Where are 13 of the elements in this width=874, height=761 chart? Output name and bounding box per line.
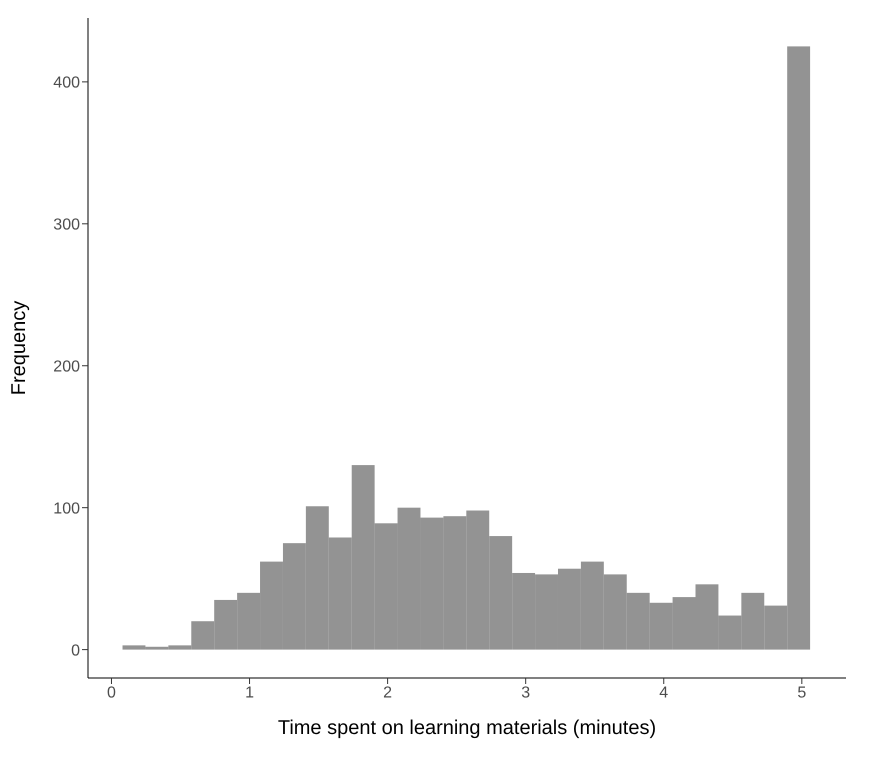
y-tick-label: 200 [53,358,80,376]
x-tick-label: 5 [797,684,806,702]
x-tick-label: 4 [659,684,668,702]
y-tick-label: 400 [53,74,80,92]
x-tick-label: 1 [245,684,254,702]
x-axis-title: Time spent on learning materials (minutes) [278,717,656,739]
y-axis-title: Frequency [8,300,30,396]
x-tick-label: 2 [383,684,392,702]
y-tick-label: 100 [53,500,80,518]
x-tick-label: 0 [107,684,116,702]
y-tick-label: 300 [53,216,80,234]
x-tick-label: 3 [521,684,530,702]
y-tick-label: 0 [71,642,80,660]
